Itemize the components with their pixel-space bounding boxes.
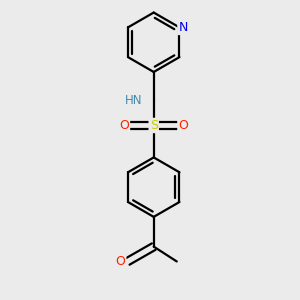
Text: O: O	[115, 255, 125, 268]
Text: O: O	[178, 119, 188, 132]
Text: N: N	[178, 21, 188, 34]
Text: HN: HN	[125, 94, 142, 107]
Text: S: S	[150, 119, 158, 132]
Text: O: O	[119, 119, 129, 132]
